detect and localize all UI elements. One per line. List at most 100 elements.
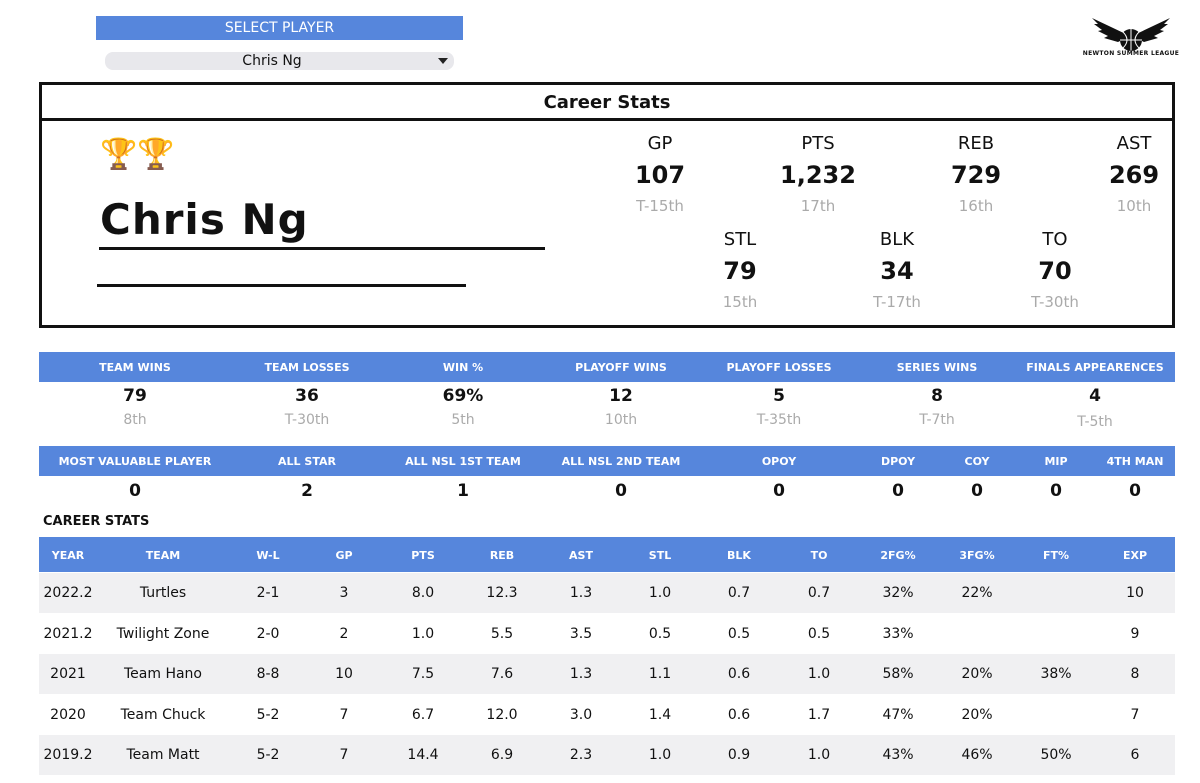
table-cell: 5-2: [256, 706, 280, 723]
table-cell: 6.9: [490, 747, 514, 763]
stat-label: GP: [647, 133, 673, 154]
award-value: 0: [1129, 481, 1141, 501]
player-dropdown[interactable]: Chris Ng: [105, 52, 454, 70]
column-header: W-L: [256, 549, 280, 562]
column-header: EXP: [1122, 549, 1148, 562]
table-cell: 1.0: [807, 666, 831, 682]
column-header: FT%: [1042, 549, 1070, 562]
team-stat-label: TEAM LOSSES: [264, 361, 350, 374]
team-stat-value: 4: [1089, 386, 1101, 406]
award-value: 0: [971, 481, 983, 501]
column-header: AST: [569, 549, 593, 562]
award-label: ALL NSL 1ST TEAM: [405, 455, 521, 468]
name-underline: [99, 247, 545, 250]
team-stat-rank: T-5th: [1077, 414, 1113, 430]
team-stat-rank: 8th: [123, 412, 147, 428]
table-cell: 10: [335, 666, 353, 682]
award-value: 0: [615, 481, 627, 501]
career-card: Career Stats 🏆🏆 Chris Ng: [39, 82, 1175, 328]
team-stat-label: FINALS APPEARENCES: [1026, 361, 1164, 374]
table-cell: 20%: [961, 706, 993, 723]
table-cell: 0.6: [727, 666, 751, 682]
table-cell: Turtles: [139, 585, 187, 601]
award-label: MOST VALUABLE PLAYER: [58, 455, 212, 468]
award-label: ALL NSL 2ND TEAM: [561, 455, 681, 468]
table-cell: 3.5: [569, 625, 593, 642]
table-cell: 0.5: [807, 625, 831, 642]
table-cell: 0.5: [648, 625, 672, 642]
team-stat-label: SERIES WINS: [896, 361, 978, 374]
stat-rank: T-30th: [1031, 293, 1079, 311]
stat-value: 269: [1108, 161, 1160, 189]
table-cell: 1.0: [411, 625, 435, 642]
award-value: 1: [457, 481, 469, 501]
column-header: BLK: [727, 549, 751, 562]
stat-label: BLK: [879, 229, 915, 250]
award-label: OPOY: [761, 455, 797, 468]
table-cell: 6: [1130, 747, 1140, 763]
team-stat-rank: T-35th: [756, 412, 802, 428]
award-label: ALL STAR: [278, 455, 336, 468]
logo-emblem: [1092, 18, 1170, 51]
table-cell: Team Chuck: [120, 706, 206, 723]
award-label: COY: [964, 455, 990, 468]
table-cell: Team Hano: [124, 666, 202, 682]
select-label: SELECT PLAYER: [96, 16, 463, 40]
award-value: 0: [773, 481, 785, 501]
team-stat-value: 36: [295, 386, 319, 406]
table-cell: 2.3: [569, 747, 593, 763]
table-cell: Team Matt: [126, 747, 200, 763]
table-cell: 46%: [961, 747, 993, 763]
table-cell: Twilight Zone: [116, 625, 210, 642]
table-cell: 2022.2: [43, 585, 93, 601]
table-cell: 0.5: [727, 625, 751, 642]
table-cell: 20%: [961, 666, 993, 682]
table-cell: 2021.2: [43, 625, 93, 642]
team-stat-value: 5: [773, 386, 785, 406]
table-cell: 1.1: [648, 666, 672, 682]
table-cell: 6.7: [411, 706, 435, 723]
table-header: [39, 537, 1175, 572]
table-cell: 7: [1130, 706, 1140, 723]
award-value: 2: [301, 481, 313, 501]
table-cell: 7.6: [490, 666, 514, 682]
logo-text: NEWTON SUMMER LEAGUE: [1082, 50, 1180, 57]
table-cell: 7: [339, 706, 349, 723]
team-stat-value: 12: [609, 386, 633, 406]
table-cell: 7: [339, 747, 349, 763]
table-cell: 1.3: [569, 666, 593, 682]
table-cell: 9: [1130, 625, 1140, 642]
stat-label: STL: [723, 229, 757, 250]
team-stat-value: 8: [931, 386, 943, 406]
team-stat-label: PLAYOFF LOSSES: [726, 361, 832, 374]
award-value: 0: [892, 481, 904, 501]
table-cell: 2020: [50, 706, 86, 723]
table-cell: 2-1: [256, 585, 280, 601]
table-cell: 0.7: [727, 585, 751, 601]
table-cell: 0.7: [807, 585, 831, 601]
table-cell: 22%: [961, 585, 993, 601]
table-cell: 0.6: [727, 706, 751, 723]
team-stat-value: 79: [123, 386, 147, 406]
column-header: TEAM: [145, 549, 181, 562]
table-cell: 33%: [882, 625, 914, 642]
award-label: DPOY: [880, 455, 916, 468]
table-cell: 1.3: [569, 585, 593, 601]
stat-rank: 17th: [800, 197, 836, 215]
table-cell: 1.0: [807, 747, 831, 763]
table-cell: 47%: [882, 706, 914, 723]
table-cell: 5-2: [256, 747, 280, 763]
table-cell: 14.4: [407, 747, 439, 763]
table-cell: 3: [339, 585, 349, 601]
table-cell: 3.0: [569, 706, 593, 723]
column-header: REB: [489, 549, 515, 562]
trophies: 🏆🏆: [100, 137, 175, 172]
stat-label: REB: [957, 133, 995, 154]
stat-value: 34: [880, 257, 914, 285]
table-cell: 1.7: [807, 706, 831, 723]
stat-value: 729: [950, 161, 1002, 189]
table-cell: 8: [1130, 666, 1140, 682]
table-cell: 50%: [1040, 747, 1072, 763]
table-cell: 10: [1126, 585, 1144, 601]
